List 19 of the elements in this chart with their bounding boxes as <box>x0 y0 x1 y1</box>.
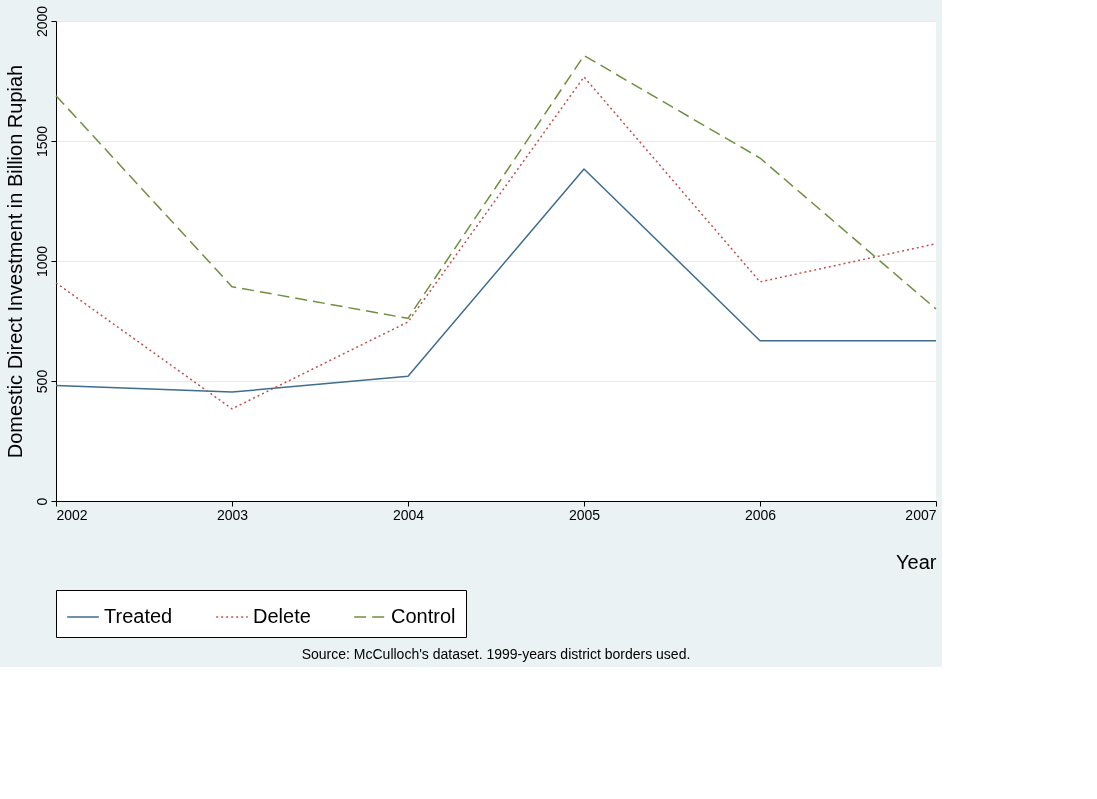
legend-label: Delete <box>253 605 311 627</box>
x-tick-label: 2007 <box>905 506 937 523</box>
x-tick-label: 2002 <box>56 506 88 523</box>
x-tick-label: 2005 <box>568 506 601 523</box>
y-tick-label: 2000 <box>33 5 50 38</box>
x-tick-label: 2004 <box>392 506 425 523</box>
y-axis-title: Domestic Direct Investment in Billion Rupiah <box>3 64 26 459</box>
x-tick-label: 2006 <box>744 506 777 523</box>
line-series <box>55 168 937 393</box>
x-axis-title: Year <box>896 550 937 573</box>
line-series <box>55 54 937 320</box>
y-tick-label: 1500 <box>33 125 50 158</box>
x-tick-label: 2003 <box>216 506 249 523</box>
legend-label: Control <box>391 605 456 627</box>
y-tick-label: 1000 <box>33 245 50 278</box>
y-tick-label: 0 <box>33 497 50 506</box>
source-note: Source: McCulloch's dataset. 1999-years district borders used. <box>301 645 691 662</box>
y-tick-label: 500 <box>33 369 50 394</box>
legend-label: Treated <box>104 605 173 627</box>
